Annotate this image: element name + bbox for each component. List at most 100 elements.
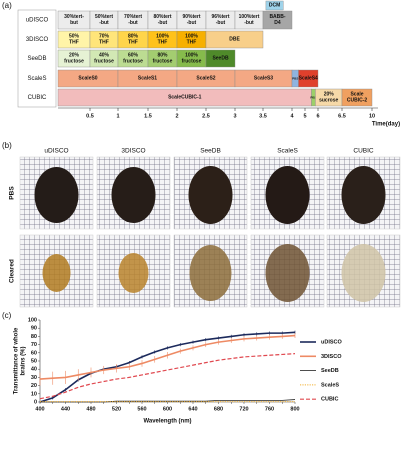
tick-label: 1 [116, 113, 119, 119]
step-label-line: but [70, 20, 78, 26]
step-label: 90%tert -but [182, 15, 200, 27]
tick-label: 3.5 [259, 113, 267, 119]
step-label-line: 80% [157, 53, 168, 59]
protocol-step [298, 69, 319, 88]
brain [341, 166, 386, 224]
x-tick-label: 680 [214, 406, 223, 412]
y-tick-label: 10 [31, 391, 37, 397]
step-label-line: 60% [128, 53, 139, 59]
step-label: 100% THF [185, 34, 198, 46]
column-header: ScaleS [277, 148, 298, 155]
step-label: 70% THF [99, 34, 110, 46]
step-label: ScaleCUBIC-1 [168, 95, 202, 101]
column-header: uDISCO [44, 148, 68, 155]
step-label: SeeDB [212, 56, 229, 62]
panel-label: (a) [2, 1, 12, 10]
step-label-line: 40% [99, 53, 110, 59]
step-label-line: ScaleS3 [254, 76, 273, 82]
step-label-line: CUBIC-2 [347, 98, 367, 104]
step-label-line: sucrose [319, 98, 338, 104]
step-label-line: 90%tert [182, 15, 200, 21]
step-label-line: -but [128, 20, 138, 26]
step-label: ScaleS1 [138, 76, 157, 82]
step-label-line: 80%tert [153, 15, 171, 21]
series-line [39, 331, 296, 403]
brain [118, 253, 149, 293]
step-label: 50% THF [69, 34, 80, 46]
step-label-line: PBS [292, 76, 298, 80]
step-label-line: fructose [123, 59, 143, 65]
brain [34, 167, 79, 223]
step-label-line: 50%tert [95, 15, 113, 21]
label-column [17, 9, 57, 108]
legend-label: uDISCO [321, 339, 343, 345]
y-tick-label: 0 [34, 399, 37, 405]
panel-label: (c) [2, 311, 12, 320]
step-label-line: 100% [156, 34, 169, 40]
column-header: 3DISCO [121, 148, 145, 155]
step-label-line: Scale [350, 92, 363, 98]
step-label-line: 80% [128, 34, 139, 40]
brain [188, 166, 233, 224]
step-label: 30%tert-but [64, 15, 84, 27]
row-label: uDISCO [26, 18, 49, 24]
step-label-line: ScaleS4 [299, 76, 318, 82]
row-header: PBS [9, 186, 16, 200]
step-label-line: THF [128, 40, 138, 46]
step-label-line: BABB- [269, 15, 285, 21]
step-label-line: ScaleS2 [196, 76, 215, 82]
legend-label: SeeDB [321, 368, 339, 374]
step-label: 100% THF [156, 34, 169, 46]
protocol-step [205, 49, 236, 68]
step-label: Scale CUBIC-2 [347, 92, 367, 104]
step-label: DBE [229, 37, 240, 43]
x-axis-label: Wavelength (nm) [143, 419, 191, 425]
y-tick-label: 90 [31, 326, 37, 332]
step-label-line: DBE [229, 37, 240, 43]
step-label: 80% fructose [153, 53, 173, 65]
row-label: 3DISCO [26, 37, 49, 43]
brain [42, 254, 71, 292]
step-label-line: DCM [269, 3, 280, 9]
row-label: SeeDB [27, 56, 46, 62]
step-label: 80% THF [128, 34, 139, 46]
step-label-line: 50% [69, 34, 80, 40]
step-label: 100% fructose [182, 53, 202, 65]
step-label-line: 96%tert [211, 15, 229, 21]
tick-label: 2.5 [202, 113, 210, 119]
panel-label: (b) [2, 141, 12, 150]
y-tick-label: 70 [31, 342, 37, 348]
y-tick-label: 60 [31, 350, 37, 356]
protocol-step [265, 0, 284, 11]
protocol-step [341, 88, 373, 107]
tick-label: 6 [316, 113, 319, 119]
y-tick-label: 50 [31, 358, 37, 364]
tick-label: 1.5 [144, 113, 152, 119]
step-label-line: THF [158, 40, 168, 46]
step-label-line: 70%tert [124, 15, 142, 21]
step-label: PBS [292, 76, 298, 80]
x-tick-label: 640 [188, 406, 197, 412]
step-label-line: 70% [99, 34, 110, 40]
brain [341, 244, 386, 302]
step-label: 96%tert -but [211, 15, 229, 27]
protocol-step [262, 10, 293, 30]
x-tick-label: 600 [163, 406, 172, 412]
legend-label: CUBIC [321, 397, 338, 403]
brain [111, 167, 156, 223]
step-label-line: 30%tert- [64, 15, 84, 21]
y-tick-label: 100 [28, 317, 37, 323]
x-tick-label: 760 [265, 406, 274, 412]
step-label-line: -but [158, 20, 168, 26]
step-label-line: PBS [310, 95, 316, 99]
step-label-line: SeeDB [212, 56, 229, 62]
legend-label: ScaleS [321, 382, 339, 388]
tick-label: 3 [233, 113, 236, 119]
tick-label: 6.5 [338, 113, 346, 119]
tick-label: 10 [369, 113, 375, 119]
step-label-line: ScaleS1 [138, 76, 157, 82]
column-header: CUBIC [353, 148, 374, 155]
step-label: PBS [310, 95, 316, 99]
row-label: ScaleS [27, 76, 46, 82]
